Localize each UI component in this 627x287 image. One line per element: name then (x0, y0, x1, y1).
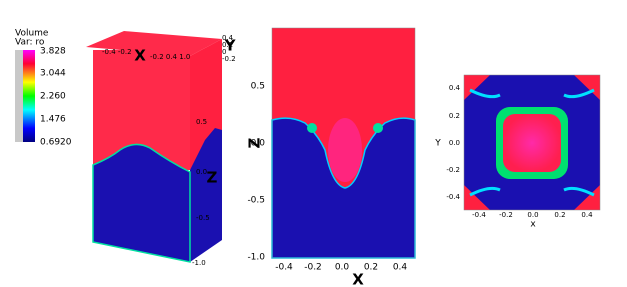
tick-label: -0.4 -0.2 (102, 48, 132, 56)
box-right-blue (190, 128, 222, 262)
tick-label: 0.4 (393, 263, 408, 273)
tick-label: -0.2 (222, 55, 236, 63)
box-top (86, 31, 222, 56)
tick-label: 0.2 (554, 211, 565, 219)
box-front-blue (92, 143, 191, 263)
tick-label: 0.5 (251, 82, 265, 92)
tick-label: 0.0 (449, 139, 460, 147)
core (503, 114, 561, 172)
legend-title: Volume (15, 29, 49, 39)
axis-label: X (134, 47, 146, 65)
tick-label: -1.0 (247, 253, 265, 263)
filaments (469, 88, 595, 197)
tick-label: 0.0 (196, 168, 207, 176)
tick-label: -0.2 (446, 166, 460, 174)
tick-label: -0.5 (196, 214, 210, 222)
legend-label: 0.6920 (40, 138, 72, 148)
tick-label: 0.4 (222, 34, 234, 42)
axis-label: Y (434, 139, 441, 149)
corner (464, 185, 490, 210)
corner (574, 185, 600, 210)
tick-label: -0.2 (304, 263, 322, 273)
axis-label: Z (246, 137, 264, 148)
slice-xz-blue (271, 117, 416, 259)
legend-var: Var: ro (15, 38, 45, 48)
tick-label: -0.2 0.4 1.0 (150, 53, 190, 61)
legend-label: 3.044 (40, 69, 66, 79)
legend-label: 2.260 (40, 92, 66, 102)
vortex (373, 123, 383, 133)
axis-label: x (530, 220, 536, 230)
slice-xz-frame (271, 27, 416, 259)
tick-label: -0.5 (247, 196, 265, 206)
tick-label: 0 (222, 48, 226, 56)
tick-label: 0.2 (364, 263, 378, 273)
corner (574, 75, 600, 100)
tick-label: -0.2 (499, 211, 513, 219)
tick-label: 0.0 (335, 263, 350, 273)
tick-label: 0.4 (449, 84, 461, 92)
axis-label: X (352, 271, 364, 287)
legend-label: 1.476 (40, 115, 66, 125)
tick-label: 0.4 (581, 211, 593, 219)
tick-label: -1.0 (192, 259, 206, 267)
slice-xy-frame (463, 74, 601, 211)
tick-label: 0.0 (527, 211, 538, 219)
legend-label: 3.828 (40, 47, 66, 57)
tick-label: 0.2 (449, 112, 460, 120)
slice-xz-core (328, 118, 362, 182)
corner (464, 75, 490, 100)
colorbar (23, 50, 35, 142)
tick-label: -0.4 (275, 263, 293, 273)
tick-label: 0.2 (222, 41, 233, 49)
axis-label: Y (224, 37, 237, 55)
tick-label: 0.5 (196, 118, 207, 126)
colorbar-shadow (15, 50, 23, 142)
tick-label: 0.0 (251, 139, 266, 149)
axis-label: Z (207, 169, 218, 187)
vortex (307, 123, 317, 133)
tick-label: -0.4 (472, 211, 486, 219)
tick-label: -0.4 (446, 193, 460, 201)
